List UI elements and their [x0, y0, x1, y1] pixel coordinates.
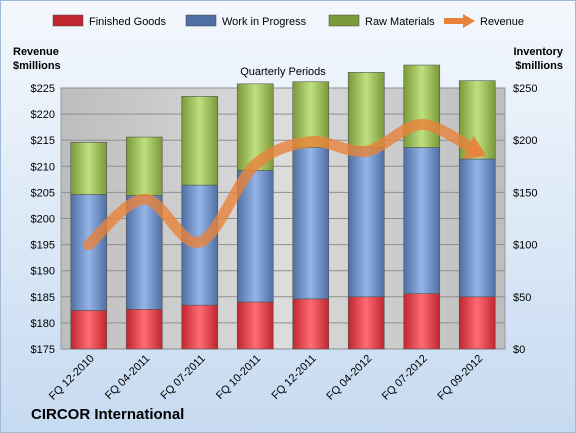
legend-label: Revenue: [480, 16, 524, 28]
bar-work-in-progress: [125, 195, 163, 310]
legend-swatch: [185, 14, 217, 27]
bar-finished-goods: [347, 296, 385, 350]
right-tick-label: $100: [513, 240, 537, 252]
left-axis-label-line2: $millions: [13, 60, 61, 72]
left-tick-label: $195: [31, 240, 55, 252]
revenue-line: [83, 119, 483, 251]
left-axis-label-line1: Revenue: [13, 46, 59, 58]
company-name: CIRCOR International: [31, 406, 185, 423]
chart-title: Quarterly Periods: [240, 66, 326, 78]
x-tick-label: FQ 07-2011: [158, 353, 207, 402]
left-tick-label: $190: [31, 266, 55, 278]
left-tick-label: $180: [31, 318, 55, 330]
bar-raw-materials: [181, 96, 219, 186]
left-tick-label: $175: [31, 344, 55, 356]
bar-work-in-progress: [70, 194, 108, 311]
right-tick-label: $250: [513, 83, 537, 95]
bar-finished-goods: [458, 296, 496, 350]
bar-work-in-progress: [403, 147, 441, 294]
bar-work-in-progress: [236, 170, 274, 303]
bar-work-in-progress: [292, 147, 330, 300]
left-tick-label: $205: [31, 187, 55, 199]
bar-finished-goods: [403, 293, 441, 350]
right-axis-label-line2: $millions: [515, 60, 563, 72]
bar-finished-goods: [236, 301, 274, 350]
right-tick-label: $50: [513, 292, 531, 304]
legend-label: Raw Materials: [365, 16, 435, 28]
bar-work-in-progress: [458, 158, 496, 298]
x-tick-label: FQ 12-2011: [269, 353, 318, 402]
bar-finished-goods: [125, 309, 163, 350]
x-tick-label: FQ 12-2010: [47, 353, 97, 403]
x-tick-label: FQ 04-2011: [103, 353, 152, 402]
bar-raw-materials: [347, 72, 385, 148]
bar-work-in-progress: [347, 147, 385, 298]
left-tick-label: $210: [31, 161, 55, 173]
legend-arrow-swatch: [463, 14, 475, 28]
bar-raw-materials: [70, 141, 108, 195]
bar-raw-materials: [125, 136, 163, 196]
x-tick-label: FQ 07-2012: [380, 353, 430, 403]
left-tick-label: $225: [31, 83, 55, 95]
x-tick-label: FQ 09-2012: [435, 353, 485, 403]
revenue-arrowhead: [462, 135, 487, 159]
right-tick-label: $0: [513, 344, 525, 356]
x-tick-label: FQ 04-2012: [324, 353, 374, 403]
right-axis-label-line1: Inventory: [513, 46, 563, 58]
legend-swatch: [52, 14, 84, 27]
bar-finished-goods: [181, 304, 219, 350]
right-tick-label: $200: [513, 135, 537, 147]
left-tick-label: $200: [31, 214, 55, 226]
legend-label: Finished Goods: [89, 16, 167, 28]
left-tick-label: $185: [31, 292, 55, 304]
bar-finished-goods: [292, 298, 330, 350]
bar-finished-goods: [70, 310, 108, 350]
legend-label: Work in Progress: [222, 16, 307, 28]
bar-raw-materials: [403, 64, 441, 148]
x-tick-label: FQ 10-2011: [214, 353, 263, 402]
left-tick-label: $220: [31, 109, 55, 121]
left-tick-label: $215: [31, 135, 55, 147]
legend-swatch: [328, 14, 360, 27]
right-tick-label: $150: [513, 187, 537, 199]
